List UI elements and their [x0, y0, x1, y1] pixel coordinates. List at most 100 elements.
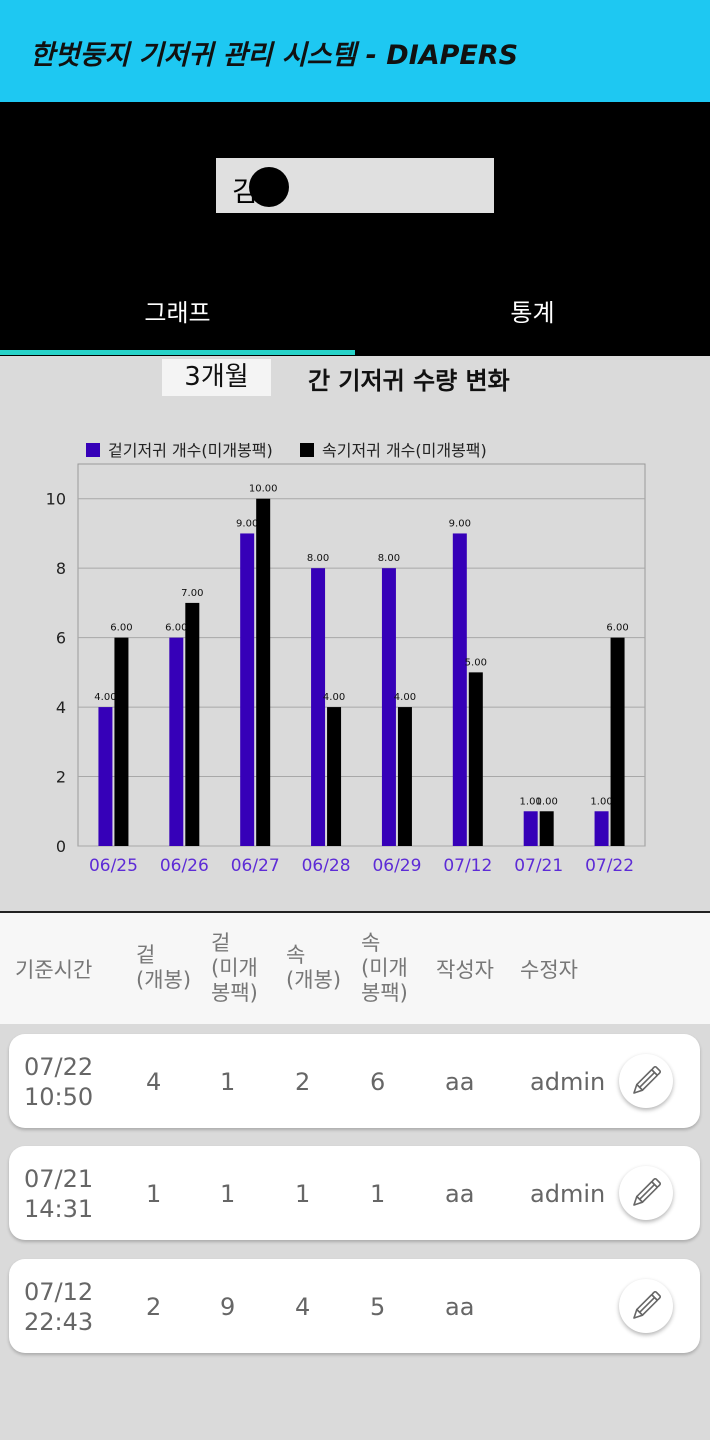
bar-value-label: 4.00	[323, 692, 345, 703]
tab-graph[interactable]: 그래프	[0, 290, 355, 350]
x-tick-label: 06/25	[89, 856, 138, 876]
header-panel: 김규 그래프 통계	[0, 102, 710, 356]
pencil-icon	[626, 1061, 666, 1101]
bar-value-label: 8.00	[307, 553, 329, 564]
y-tick-label: 2	[56, 768, 66, 787]
diaper-bar-chart: 0 2 4 6 8 10 겉기저귀 개수(미개봉팩) 속기저귀 개수(미개봉팩) 4.00 6.0…	[0, 430, 710, 900]
row-outer-open: 4	[146, 1068, 161, 1096]
edit-button[interactable]	[619, 1054, 673, 1108]
row-inner-open: 2	[295, 1068, 310, 1096]
app-title: 한벗둥지 기저귀 관리 시스템 - DIAPERS	[30, 33, 518, 72]
x-tick-label: 07/22	[585, 856, 634, 876]
x-tick-label: 07/12	[443, 856, 492, 876]
bar	[98, 707, 112, 846]
bar	[540, 811, 554, 846]
tab-stats-label: 통계	[510, 299, 554, 327]
bar	[398, 707, 412, 846]
row-time: 07/22 10:50	[24, 1052, 93, 1112]
header-editor: 수정자	[520, 958, 578, 983]
row-editor: admin	[530, 1068, 605, 1096]
row-outer-unopened: 1	[220, 1068, 235, 1096]
edit-button[interactable]	[619, 1279, 673, 1333]
active-tab-indicator	[0, 350, 355, 355]
bar-value-label: 4.00	[94, 692, 116, 703]
row-outer-unopened: 9	[220, 1293, 235, 1321]
row-inner-open: 4	[295, 1293, 310, 1321]
table-row[interactable]: 07/21 14:31 1 1 1 1 aa admin	[9, 1146, 700, 1240]
bar	[524, 811, 538, 846]
y-tick-label: 4	[56, 698, 66, 717]
y-tick-label: 6	[56, 629, 66, 648]
header-inner-open: 속 (개봉)	[286, 943, 341, 993]
x-tick-label: 06/27	[231, 856, 280, 876]
row-author: aa	[445, 1180, 474, 1208]
edit-button[interactable]	[619, 1166, 673, 1220]
legend-label: 속기저귀 개수(미개봉팩)	[322, 441, 487, 460]
bar	[114, 638, 128, 846]
bar-value-label: 6.00	[606, 623, 628, 634]
legend-swatch	[86, 443, 100, 457]
bar-value-label: 9.00	[449, 518, 471, 529]
app-bar: 한벗둥지 기저귀 관리 시스템 - DIAPERS	[0, 0, 710, 102]
row-time: 07/12 22:43	[24, 1277, 93, 1337]
bar-value-label: 7.00	[181, 588, 203, 599]
row-inner-unopened: 5	[370, 1293, 385, 1321]
x-tick-label: 07/21	[514, 856, 563, 876]
row-inner-unopened: 1	[370, 1180, 385, 1208]
header-author: 작성자	[436, 958, 494, 983]
resident-name-field[interactable]: 김규	[216, 158, 494, 213]
x-tick-label: 06/29	[372, 856, 421, 876]
header-outer-unopened: 겉 (미개 봉팩)	[211, 931, 258, 1006]
bar-value-label: 8.00	[378, 553, 400, 564]
bar	[382, 568, 396, 846]
pencil-icon	[626, 1173, 666, 1213]
tab-stats[interactable]: 통계	[355, 290, 710, 350]
table-header: 기준시간 겉 (개봉) 겉 (미개 봉팩) 속 (개봉) 속 (미개 봉팩) 작…	[0, 913, 710, 1024]
table-row[interactable]: 07/12 22:43 2 9 4 5 aa	[9, 1259, 700, 1353]
row-author: aa	[445, 1293, 474, 1321]
bar	[469, 672, 483, 846]
bar	[611, 638, 625, 846]
row-outer-open: 2	[146, 1293, 161, 1321]
y-tick-label: 8	[56, 559, 66, 578]
bar	[327, 707, 341, 846]
row-editor: admin	[530, 1180, 605, 1208]
table-row[interactable]: 07/22 10:50 4 1 2 6 aa admin	[9, 1034, 700, 1128]
row-inner-open: 1	[295, 1180, 310, 1208]
y-tick-label: 0	[56, 837, 66, 856]
plot-area	[78, 464, 645, 846]
bar-value-label: 4.00	[394, 692, 416, 703]
legend-swatch	[300, 443, 314, 457]
period-selector[interactable]: 3개월	[162, 359, 271, 396]
bar-value-label: 10.00	[249, 484, 278, 495]
tab-graph-label: 그래프	[144, 299, 210, 327]
bar	[595, 811, 609, 846]
bar	[453, 533, 467, 846]
row-inner-unopened: 6	[370, 1068, 385, 1096]
bar-value-label: 1.00	[590, 796, 612, 807]
bar	[240, 533, 254, 846]
row-outer-open: 1	[146, 1180, 161, 1208]
bar-value-label: 6.00	[110, 623, 132, 634]
row-time: 07/21 14:31	[24, 1164, 93, 1224]
bar	[169, 638, 183, 846]
bar-value-label: 5.00	[465, 657, 487, 668]
bar-value-label: 1.00	[536, 796, 558, 807]
row-author: aa	[445, 1068, 474, 1096]
bar	[185, 603, 199, 846]
bar	[311, 568, 325, 846]
header-inner-unopened: 속 (미개 봉팩)	[361, 931, 408, 1006]
legend-label: 겉기저귀 개수(미개봉팩)	[108, 441, 273, 460]
x-tick-label: 06/26	[160, 856, 209, 876]
period-value: 3개월	[184, 362, 248, 392]
header-outer-open: 겉 (개봉)	[136, 943, 191, 993]
bar-value-label: 9.00	[236, 518, 258, 529]
chart-title: 간 기저귀 수량 변화	[308, 361, 510, 396]
redaction-mark	[249, 167, 289, 207]
header-base-time: 기준시간	[15, 958, 92, 983]
y-tick-label: 10	[46, 490, 66, 509]
bar-value-label: 6.00	[165, 623, 187, 634]
bar	[256, 499, 270, 846]
x-tick-label: 06/28	[302, 856, 351, 876]
row-outer-unopened: 1	[220, 1180, 235, 1208]
